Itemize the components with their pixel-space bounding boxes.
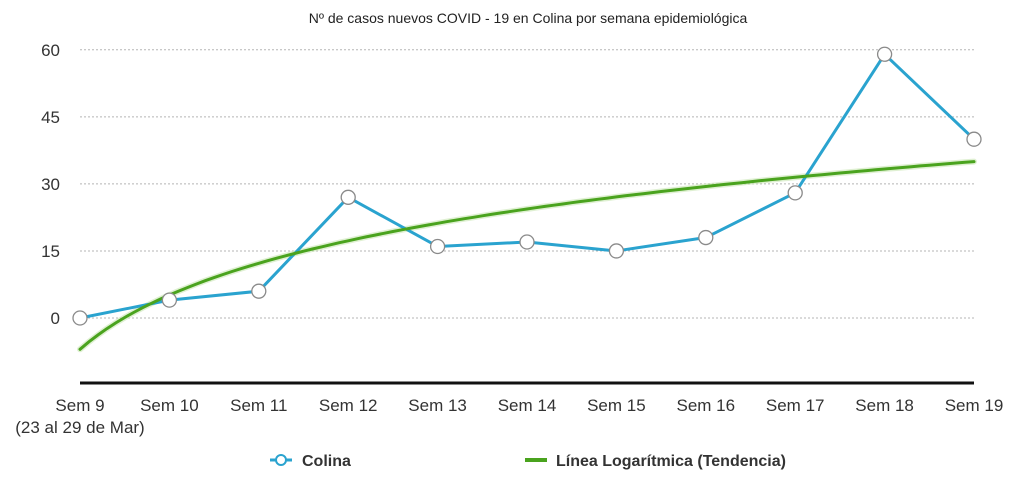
x-tick-label: Sem 15 [587,396,646,415]
x-tick-label: Sem 13 [408,396,467,415]
data-point-colina[interactable] [251,283,267,299]
legend: Colina Línea Logarítmica (Tendencia) [270,453,786,470]
data-point-colina[interactable] [876,46,893,62]
x-tick-label: Sem 9 [55,396,104,415]
data-point-colina[interactable] [698,229,714,246]
y-tick-label: 15 [41,242,60,261]
x-tick-label: Sem 19 [945,396,1004,415]
series-line-trend [78,160,976,351]
chart-title: Nº de casos nuevos COVID - 19 en Colina … [309,10,748,26]
x-tick-label: Sem 18 [855,396,914,415]
y-tick-label: 0 [51,309,60,328]
data-point-colina[interactable] [519,234,535,250]
legend-swatch-colina-marker [275,454,287,466]
y-tick-label: 45 [41,108,60,127]
data-point-colina[interactable] [340,189,356,205]
data-point-colina[interactable] [787,185,803,201]
data-point-colina[interactable] [72,310,88,326]
y-tick-label: 30 [41,175,60,194]
data-point-colina[interactable] [608,243,625,259]
gridlines [80,49,974,319]
trendline-shadow [77,158,977,353]
legend-label-colina: Colina [302,453,351,470]
x-tick-label: Sem 12 [319,396,378,415]
series-layer [72,46,982,353]
legend-label-trend: Línea Logarítmica (Tendencia) [556,453,786,470]
x-tick-label: Sem 11 [230,396,287,415]
y-axis: 0 15 30 45 60 [41,41,60,328]
x-tick-label: Sem 14 [498,396,557,415]
y-tick-label: 60 [41,41,60,60]
data-point-colina[interactable] [161,292,178,308]
x-tick-note: (23 al 29 de Mar) [15,418,144,437]
data-point-colina[interactable] [429,238,446,255]
x-tick-label: Sem 16 [677,396,736,415]
x-axis: Sem 9 Sem 10 Sem 11 Sem 12 Sem 13 Sem 14 Sem 1… [15,381,1004,437]
data-point-colina[interactable] [966,131,982,147]
x-tick-label: Sem 17 [766,396,825,415]
x-tick-label: Sem 10 [140,396,199,415]
